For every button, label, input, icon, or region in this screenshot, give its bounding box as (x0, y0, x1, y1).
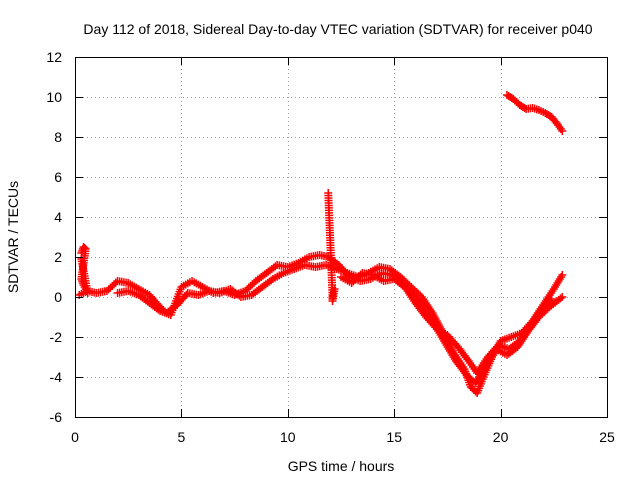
data-point (558, 271, 567, 279)
series-track-c (337, 269, 556, 377)
y-tick-label: -6 (50, 409, 63, 425)
chart-title: Day 112 of 2018, Sidereal Day-to-day VTE… (83, 21, 592, 37)
grid-layer (75, 57, 607, 417)
x-tick-label: 15 (386, 429, 402, 445)
y-tick-label: 12 (46, 49, 62, 65)
axis-layer: 0 5 10 15 20 25 -6 -4 -2 0 2 4 6 8 10 12 (46, 49, 615, 445)
data-point (558, 127, 567, 135)
x-tick-label: 0 (71, 429, 79, 445)
y-tick-label: 2 (54, 249, 62, 265)
points-layer (75, 91, 567, 397)
data-point (182, 290, 191, 299)
data-point (545, 296, 554, 305)
data-point (77, 255, 86, 263)
y-tick-label: -4 (50, 369, 63, 385)
x-tick-label: 25 (599, 429, 615, 445)
series-track-f (502, 91, 567, 135)
data-point (556, 294, 565, 303)
series-track-d (77, 243, 92, 297)
plot-frame (75, 57, 608, 418)
x-axis-title: GPS time / hours (288, 458, 395, 474)
y-tick-label: 8 (54, 129, 62, 145)
y-tick-label: 4 (54, 209, 62, 225)
y-axis-title: SDTVAR / TECUs (5, 181, 21, 293)
data-point (356, 270, 365, 279)
y-tick-label: 6 (54, 169, 62, 185)
x-tick-label: 5 (178, 429, 186, 445)
series-track-a (75, 261, 567, 397)
data-point (111, 278, 120, 287)
x-tick-label: 20 (493, 429, 509, 445)
series-track-e (324, 189, 339, 305)
y-tick-label: 10 (46, 89, 62, 105)
x-tick-label: 10 (280, 429, 296, 445)
data-point (330, 285, 339, 293)
data-point (547, 295, 556, 303)
y-tick-label: 0 (54, 289, 62, 305)
y-tick-label: -2 (50, 329, 63, 345)
data-point (558, 293, 567, 301)
